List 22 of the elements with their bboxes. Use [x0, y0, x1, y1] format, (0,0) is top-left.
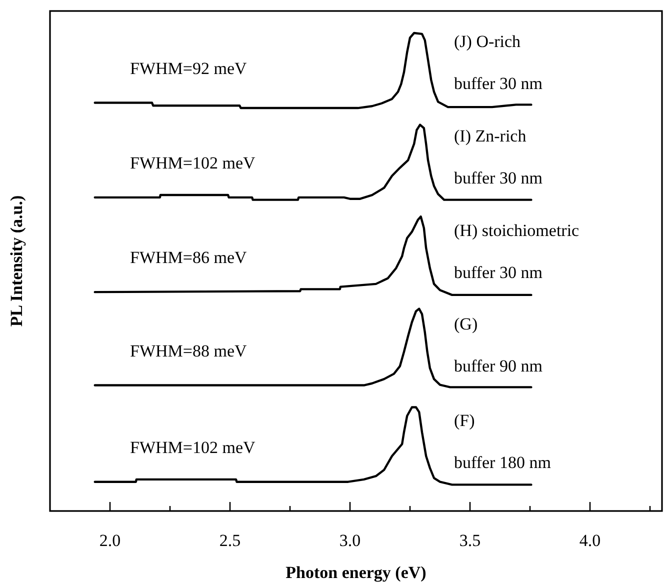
x-tick-label: 3.5	[459, 531, 481, 550]
annotation: FWHM=102 meV	[130, 153, 256, 172]
x-tick-label: 3.0	[339, 531, 361, 550]
x-tick-label: 2.5	[219, 531, 241, 550]
annotation: (H) stoichiometric	[454, 221, 580, 240]
annotation: buffer 90 nm	[454, 356, 542, 376]
annotation: (I) Zn-rich	[454, 126, 527, 146]
x-axis-title: Photon energy (eV)	[286, 563, 426, 582]
annotation: buffer 30 nm	[454, 168, 542, 188]
x-tick-label: 4.0	[579, 531, 601, 550]
annotation: buffer 30 nm	[454, 74, 542, 93]
y-axis-title: PL Intensity (a.u.)	[7, 195, 26, 327]
annotation: buffer 180 nm	[454, 452, 551, 472]
annotation: FWHM=102 meV	[130, 438, 256, 457]
annotation: (J) O-rich	[454, 32, 522, 51]
x-tick-label: 2.0	[99, 531, 121, 550]
annotation: (G)	[454, 314, 478, 334]
annotation: FWHM=92 meV	[130, 58, 248, 78]
annotation: (F)	[454, 410, 475, 430]
annotation: FWHM=88 meV	[130, 341, 248, 360]
annotation: FWHM=86 meV	[130, 248, 248, 268]
annotation: buffer 30 nm	[454, 263, 542, 282]
